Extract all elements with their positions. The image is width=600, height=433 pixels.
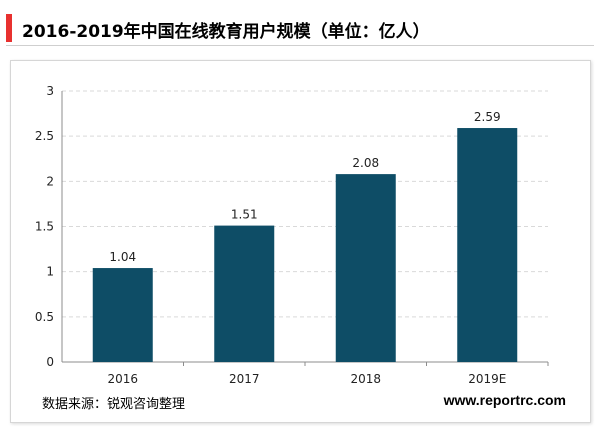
title-divider bbox=[6, 45, 594, 46]
title-accent-bar bbox=[6, 14, 12, 42]
y-tick-label: 2 bbox=[46, 174, 54, 188]
data-source-note: 数据来源：锐观咨询整理 bbox=[42, 397, 186, 412]
x-tick-label: 2018 bbox=[350, 372, 381, 386]
x-tick-label: 2017 bbox=[229, 372, 260, 386]
data-label: 2.59 bbox=[474, 110, 501, 124]
y-tick-label: 0 bbox=[46, 355, 54, 369]
title-bar: 2016-2019年中国在线教育用户规模（单位：亿人） bbox=[6, 8, 594, 44]
y-tick-label: 0.5 bbox=[35, 310, 54, 324]
website-watermark: www.reportrc.com bbox=[443, 392, 566, 408]
y-tick-label: 1.5 bbox=[35, 220, 54, 234]
data-label: 2.08 bbox=[352, 156, 379, 170]
chart-title: 2016-2019年中国在线教育用户规模（单位：亿人） bbox=[22, 22, 430, 42]
data-label: 1.51 bbox=[231, 208, 258, 222]
x-tick-label: 2019E bbox=[468, 372, 506, 386]
x-tick-label: 2016 bbox=[107, 372, 138, 386]
y-tick-label: 1 bbox=[46, 265, 54, 279]
y-tick-label: 2.5 bbox=[35, 129, 54, 143]
bar bbox=[335, 174, 396, 362]
bar bbox=[214, 225, 275, 362]
data-label: 1.04 bbox=[109, 250, 136, 264]
bar bbox=[92, 268, 153, 362]
bar bbox=[457, 128, 518, 362]
y-tick-label: 3 bbox=[46, 84, 54, 98]
